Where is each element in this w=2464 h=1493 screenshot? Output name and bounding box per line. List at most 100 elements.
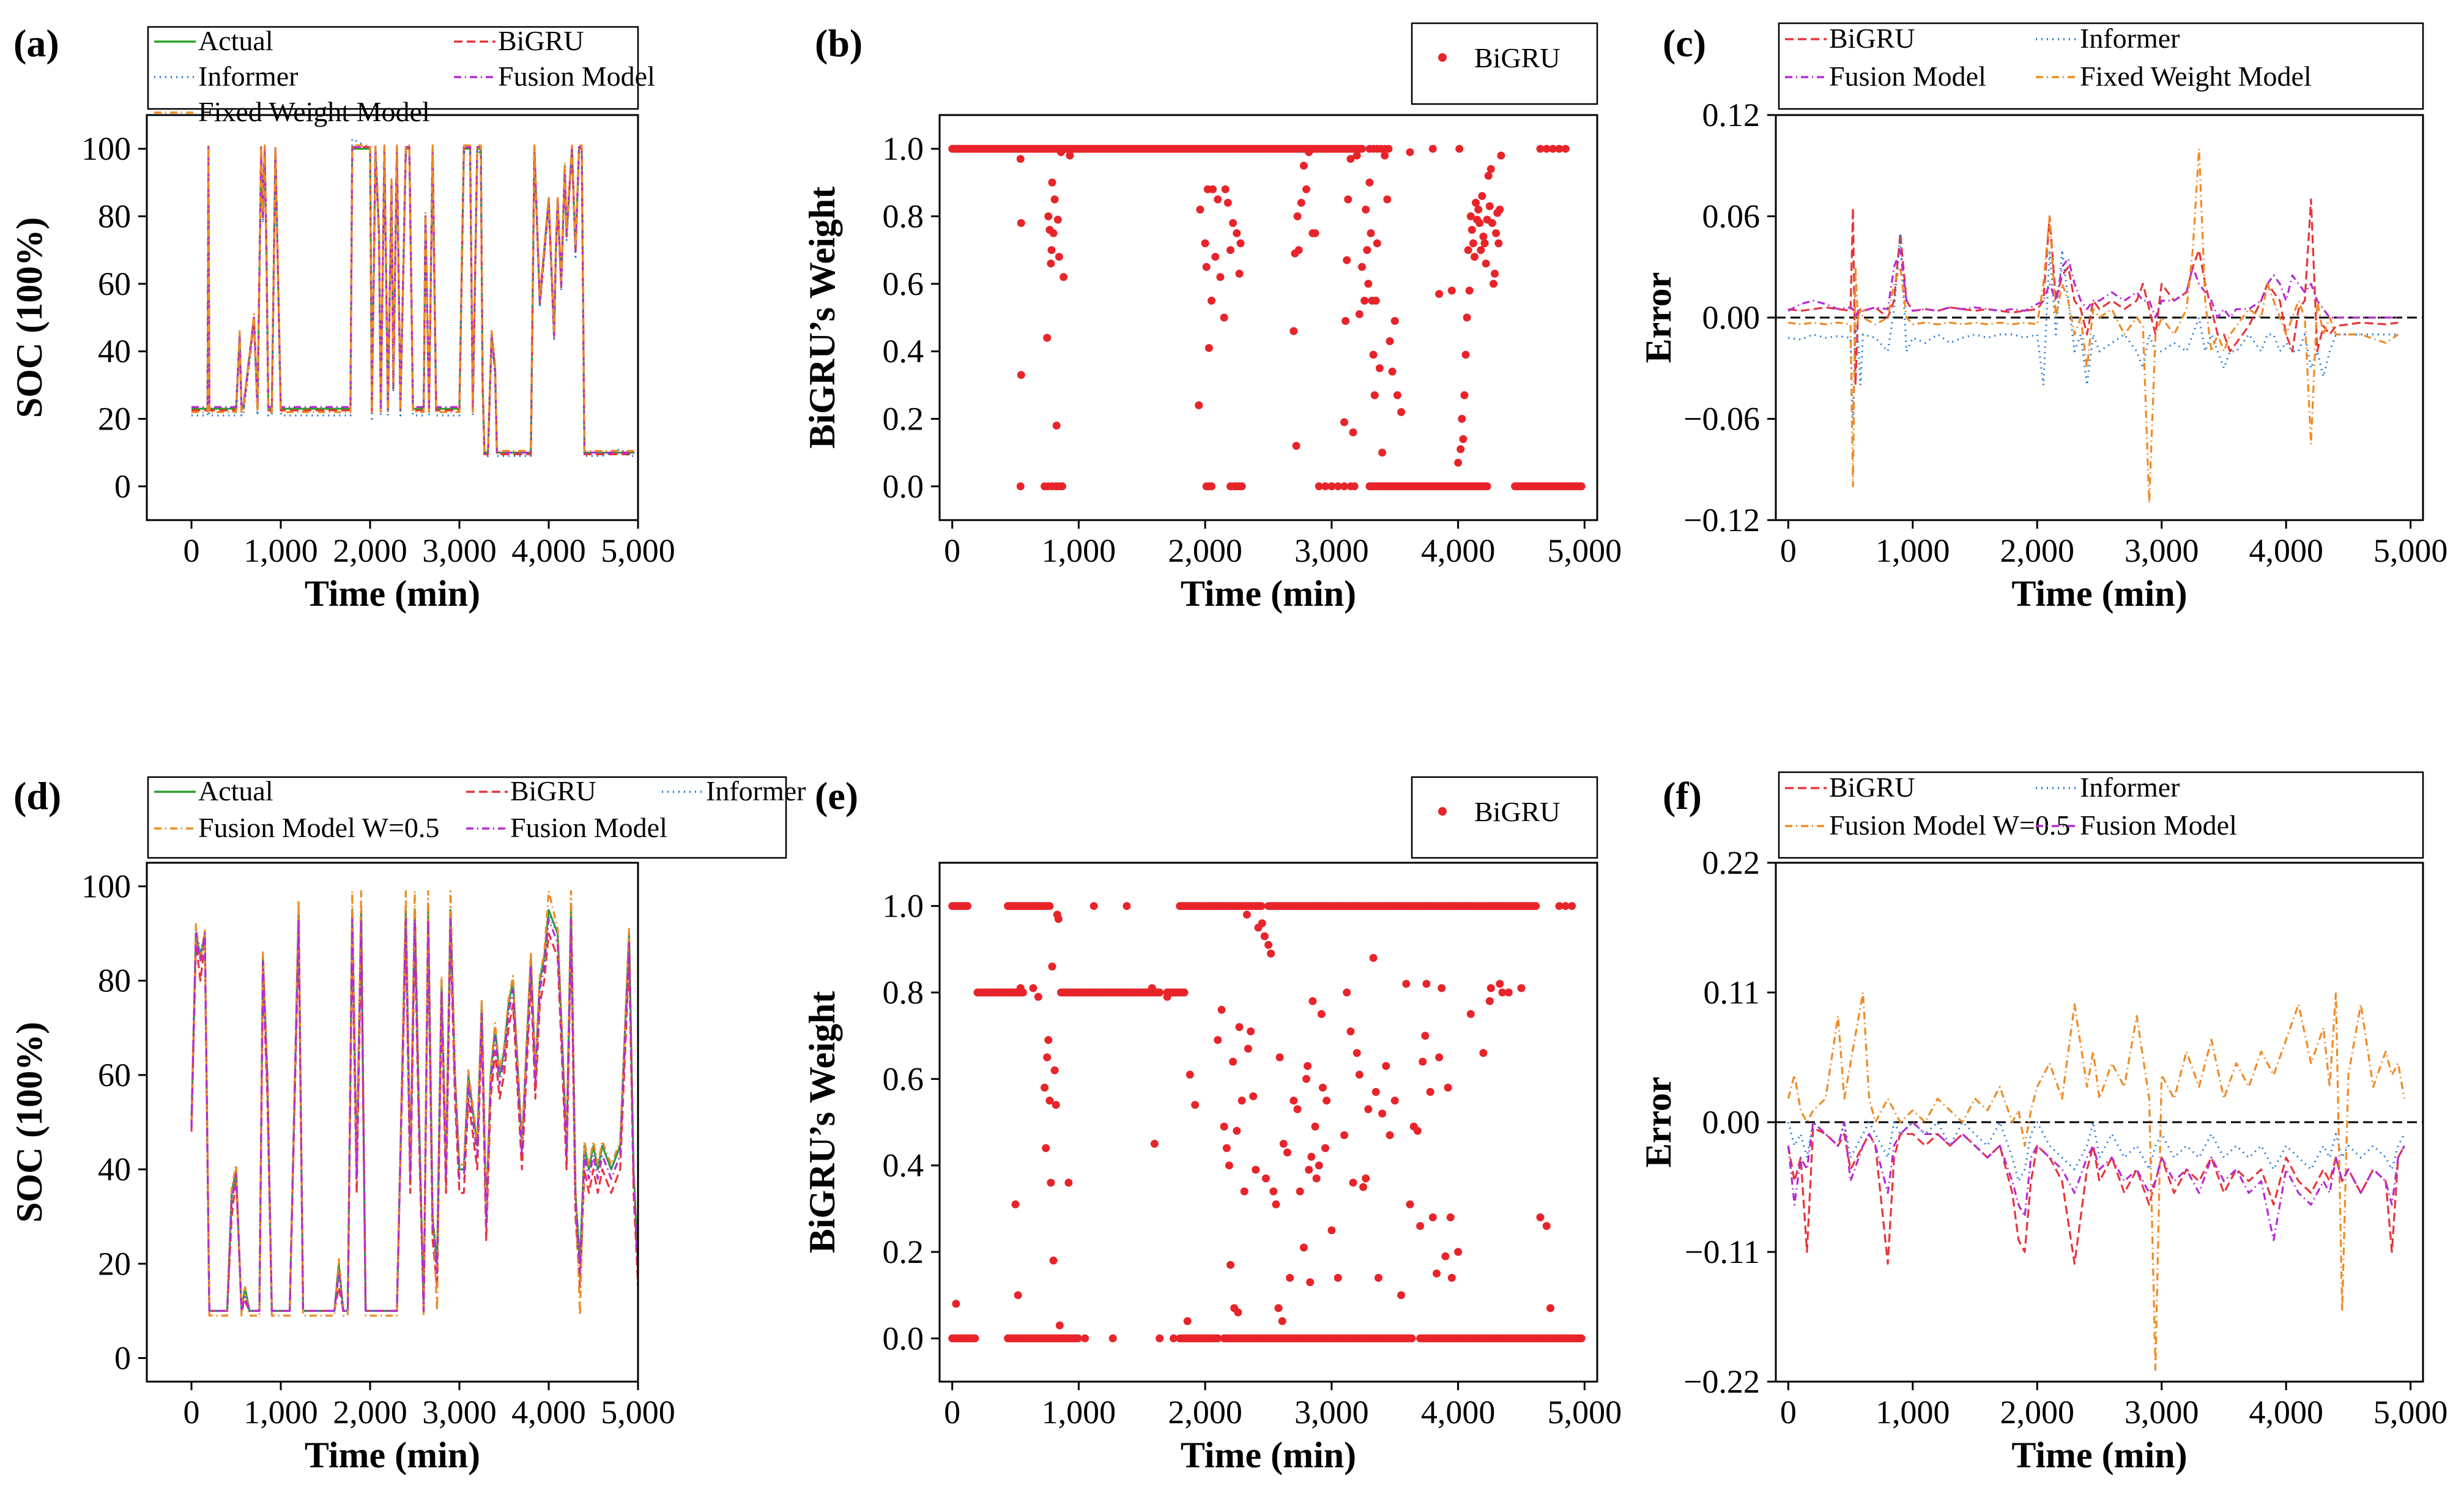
legend-label: BiGRU: [1829, 23, 1915, 54]
y-tick-label: 0: [114, 1339, 131, 1376]
data-point: [1390, 317, 1399, 325]
legend-entry-informer: Informer: [2036, 772, 2180, 803]
data-point: [1555, 902, 1564, 910]
data-point: [1211, 253, 1220, 261]
y-tick-label: −0.22: [1683, 1363, 1760, 1400]
data-point: [1364, 1105, 1373, 1114]
y-tick-label: 1.0: [883, 888, 924, 925]
y-tick-label: −0.12: [1683, 502, 1760, 538]
data-point: [1041, 1084, 1049, 1092]
data-point: [1296, 1187, 1304, 1196]
data-point: [1413, 1126, 1422, 1135]
data-point: [1305, 148, 1313, 157]
data-point: [1447, 286, 1456, 295]
data-point: [1302, 185, 1310, 193]
data-point: [1381, 151, 1389, 160]
data-point: [1286, 1273, 1294, 1282]
data-point: [1269, 1187, 1278, 1196]
data-point: [1358, 262, 1366, 271]
data-point: [1244, 1044, 1252, 1053]
legend: Actual BiGRU Informer Fusion Model W=0.5 Fus…: [147, 775, 806, 859]
x-axis-label: Time (min): [1181, 573, 1356, 614]
data-point: [1484, 171, 1493, 180]
legend-label: Informer: [706, 775, 806, 806]
data-point: [1195, 401, 1203, 409]
y-tick-label: 0.0: [883, 1320, 924, 1357]
data-point: [1422, 980, 1431, 988]
legend-label: Fixed Weight Model: [2080, 61, 2312, 92]
data-point: [971, 1334, 979, 1342]
panel-label: (f): [1663, 774, 1702, 817]
legend-entry-informer: Informer: [2036, 23, 2180, 54]
data-point: [1334, 482, 1342, 491]
data-point: [1047, 259, 1055, 268]
axes-frame: [146, 862, 639, 1383]
plot-area: [1787, 991, 2406, 1371]
y-axis-label: SOC (100%): [9, 1022, 50, 1223]
data-point: [1532, 902, 1540, 910]
data-point: [1542, 1222, 1551, 1231]
panel-c: (c) 0 1,000 2,000 3,000 4,000 5,000 −0.12 −0.06 0…: [1638, 21, 2447, 614]
data-point: [1492, 1334, 1501, 1342]
panel-label: (e): [815, 774, 858, 817]
legend-entry-fusion-model: Fusion Model: [2036, 810, 2237, 841]
data-point: [1363, 246, 1371, 255]
data-point: [1496, 206, 1504, 214]
x-tick-label: 4,000: [511, 1394, 586, 1431]
legend-label: Fusion Model: [1829, 61, 1986, 92]
y-tick-label: 20: [98, 1245, 131, 1282]
data-point: [1461, 351, 1470, 359]
series-line-fusion-model: [1787, 1121, 2405, 1242]
data-point: [1517, 984, 1526, 992]
data-point: [1258, 919, 1266, 928]
y-tick-label: 0.00: [1702, 299, 1761, 336]
data-point: [1561, 902, 1570, 910]
data-point: [1546, 1304, 1554, 1312]
data-point: [1089, 902, 1098, 910]
panel-a: (a) 0 1,000 2,000 3,000 4,000 5,000 0 20 40 60 80 10…: [9, 21, 675, 614]
x-tick-label: 3,000: [1294, 532, 1369, 569]
data-point: [1150, 1139, 1159, 1148]
x-tick-label: 4,000: [1421, 532, 1496, 569]
data-point: [1373, 239, 1381, 248]
x-tick-label: 3,000: [422, 1394, 497, 1431]
data-point: [1047, 1178, 1055, 1187]
x-axis-label: Time (min): [305, 1435, 480, 1475]
data-point: [1485, 202, 1494, 210]
data-point: [1353, 1049, 1361, 1057]
data-point: [1043, 333, 1052, 342]
data-point: [1318, 1084, 1327, 1092]
data-point: [1355, 310, 1364, 318]
data-point: [1016, 984, 1025, 992]
data-point: [1208, 482, 1215, 491]
data-point: [1214, 1036, 1222, 1044]
data-point: [1064, 1178, 1073, 1187]
data-point: [1428, 144, 1437, 153]
x-tick-label: 4,000: [1421, 1394, 1496, 1431]
data-point: [1299, 1243, 1308, 1252]
legend-box: [1411, 776, 1598, 859]
series-line-bigru: [190, 932, 638, 1312]
legend-box: [1411, 22, 1598, 105]
data-point: [1229, 1057, 1238, 1066]
data-point: [1242, 910, 1251, 919]
data-point: [1466, 1010, 1475, 1018]
data-point: [1369, 351, 1378, 359]
legend-label: Fusion Model: [510, 812, 667, 843]
data-point: [1444, 1084, 1452, 1092]
legend-label: Actual: [198, 25, 273, 56]
y-tick-label: 0.2: [883, 1234, 924, 1270]
data-point: [1460, 391, 1469, 400]
data-point: [1388, 367, 1397, 376]
x-tick-label: 2,000: [1168, 532, 1242, 569]
data-point: [1408, 1334, 1416, 1342]
x-tick-label: 1,000: [1876, 1394, 1950, 1431]
x-tick-label: 3,000: [2124, 532, 2199, 569]
data-point: [1050, 195, 1059, 204]
axes-frame: [938, 114, 1598, 521]
data-point: [1349, 1178, 1357, 1187]
data-point: [1055, 1321, 1064, 1330]
data-point: [1225, 1161, 1233, 1170]
plot-area: [1787, 147, 2399, 505]
data-point: [1226, 246, 1234, 255]
